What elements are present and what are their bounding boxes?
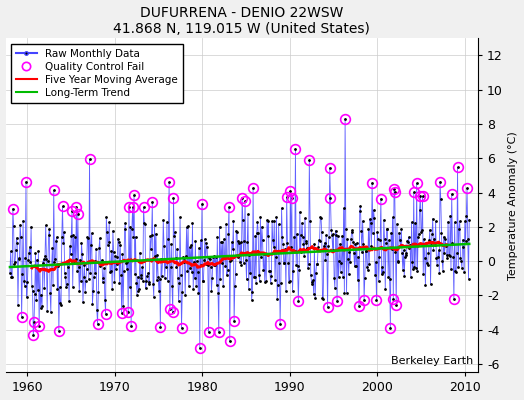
Y-axis label: Temperature Anomaly (°C): Temperature Anomaly (°C) <box>508 131 518 280</box>
Text: Berkeley Earth: Berkeley Earth <box>391 356 473 366</box>
Title: DUFURRENA - DENIO 22WSW
41.868 N, 119.015 W (United States): DUFURRENA - DENIO 22WSW 41.868 N, 119.01… <box>113 6 370 36</box>
Legend: Raw Monthly Data, Quality Control Fail, Five Year Moving Average, Long-Term Tren: Raw Monthly Data, Quality Control Fail, … <box>11 44 183 103</box>
